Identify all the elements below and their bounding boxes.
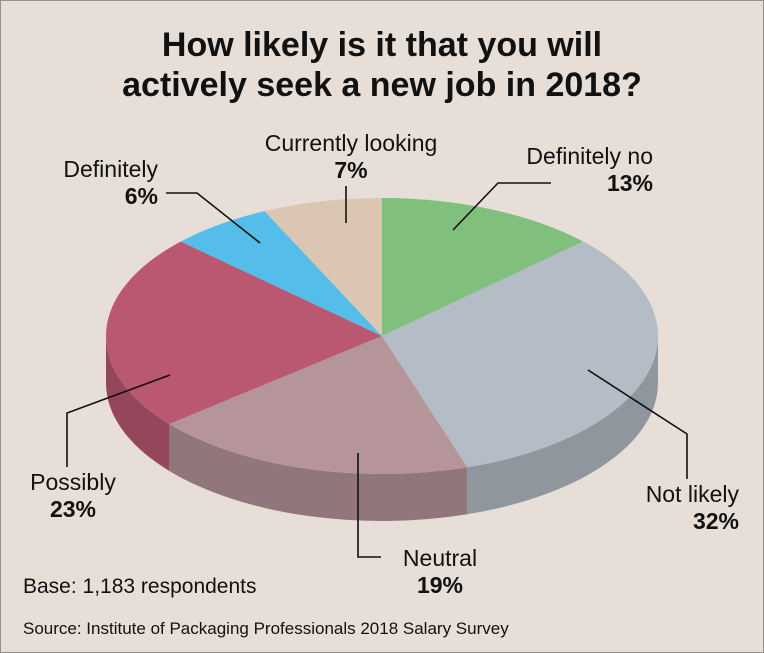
leader-line-neutral [357,453,381,558]
label-possibly: Possibly 23% [30,469,116,523]
label-currently-looking-name: Currently looking [264,130,438,156]
chart-title: How likely is it that you will actively … [1,25,763,105]
pie-slice-definitely-no [382,198,584,336]
chart-title-line-2: actively seek a new job in 2018? [122,66,642,104]
label-definitely: Definitely 6% [63,156,158,210]
pie-side-neutral [169,423,468,521]
label-not-likely: Not likely 32% [646,481,739,535]
label-not-likely-name: Not likely [645,481,739,507]
leader-line-not-likely [587,369,688,479]
label-possibly-value: 23% [49,496,97,522]
label-neutral: Neutral 19% [403,545,477,599]
pie-slice-neutral [169,336,468,474]
label-definitely-value: 6% [124,183,158,209]
label-currently-looking-value: 7% [334,157,368,183]
pie-side-possibly [106,336,170,471]
base-footnote: Base: 1,183 respondents [23,575,257,598]
pie-side-not-likely [467,336,658,515]
label-currently-looking: Currently looking 7% [265,130,438,184]
label-not-likely-value: 32% [692,508,739,534]
label-neutral-name: Neutral [402,545,478,571]
pie-slice-definitely [180,211,382,336]
label-definitely-no: Definitely no 13% [526,143,653,197]
pie-slice-not-likely [382,241,658,468]
chart-title-line-1: How likely is it that you will [161,26,603,64]
leader-line-definitely-no [452,182,551,231]
label-neutral-value: 19% [416,572,464,598]
label-definitely-no-value: 13% [606,170,653,196]
leader-line-possibly [66,374,171,467]
label-possibly-name: Possibly [30,469,116,495]
leader-line-definitely [166,192,261,244]
source-note: Source: Institute of Packaging Professio… [23,619,509,638]
pie-slice-currently-looking [264,198,382,336]
label-definitely-name: Definitely [63,156,158,182]
label-definitely-no-name: Definitely no [526,143,653,169]
pie-slice-possibly [106,241,382,424]
